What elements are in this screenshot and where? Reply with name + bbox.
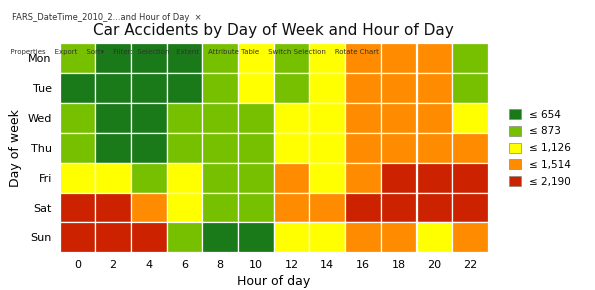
Bar <box>274 44 309 73</box>
Bar <box>416 222 452 252</box>
Bar <box>309 163 345 193</box>
Bar <box>274 193 309 222</box>
Bar <box>452 133 488 163</box>
Bar <box>345 222 381 252</box>
Bar <box>60 222 95 252</box>
Bar <box>131 163 167 193</box>
Bar <box>309 133 345 163</box>
Bar <box>345 193 381 222</box>
Bar <box>202 193 238 222</box>
Bar <box>95 193 131 222</box>
Bar <box>131 44 167 73</box>
Bar <box>60 73 95 103</box>
Text: Properties    Export    Sort▾    Filter:  Selection   Extent    Attribute Table : Properties Export Sort▾ Filter: Selectio… <box>6 49 379 55</box>
Bar <box>60 133 95 163</box>
Bar <box>309 222 345 252</box>
Bar <box>345 163 381 193</box>
Bar <box>238 193 274 222</box>
Bar <box>167 73 202 103</box>
Bar <box>238 73 274 103</box>
Bar <box>238 103 274 133</box>
Bar <box>345 73 381 103</box>
Bar <box>274 222 309 252</box>
Bar <box>167 193 202 222</box>
Bar <box>381 44 416 73</box>
Bar <box>274 133 309 163</box>
Bar <box>95 163 131 193</box>
Bar <box>95 133 131 163</box>
Bar <box>95 103 131 133</box>
Bar <box>202 222 238 252</box>
Bar <box>202 44 238 73</box>
Bar <box>131 73 167 103</box>
Bar <box>95 73 131 103</box>
Bar <box>381 193 416 222</box>
Text: FARS_DateTime_2010_2...and Hour of Day  ×: FARS_DateTime_2010_2...and Hour of Day × <box>12 13 202 22</box>
Bar <box>452 73 488 103</box>
Bar <box>274 163 309 193</box>
Bar <box>167 103 202 133</box>
Bar <box>345 133 381 163</box>
Bar <box>60 193 95 222</box>
Bar <box>416 103 452 133</box>
Bar <box>416 163 452 193</box>
Bar <box>167 44 202 73</box>
Bar <box>345 103 381 133</box>
Bar <box>381 103 416 133</box>
Bar <box>95 222 131 252</box>
Bar <box>131 103 167 133</box>
Bar <box>452 193 488 222</box>
Bar <box>202 133 238 163</box>
Bar <box>131 222 167 252</box>
Title: Car Accidents by Day of Week and Hour of Day: Car Accidents by Day of Week and Hour of… <box>93 23 454 38</box>
Bar <box>60 103 95 133</box>
X-axis label: Hour of day: Hour of day <box>237 276 311 289</box>
Bar <box>416 73 452 103</box>
Bar <box>309 73 345 103</box>
Bar <box>60 44 95 73</box>
Bar <box>202 163 238 193</box>
Bar <box>95 44 131 73</box>
Bar <box>202 73 238 103</box>
Bar <box>452 163 488 193</box>
Y-axis label: Day of week: Day of week <box>9 109 22 187</box>
Bar <box>238 163 274 193</box>
Bar <box>131 133 167 163</box>
Bar <box>452 44 488 73</box>
Legend: ≤ 654, ≤ 873, ≤ 1,126, ≤ 1,514, ≤ 2,190: ≤ 654, ≤ 873, ≤ 1,126, ≤ 1,514, ≤ 2,190 <box>506 106 574 190</box>
Bar <box>274 103 309 133</box>
Bar <box>202 103 238 133</box>
Bar <box>416 44 452 73</box>
Bar <box>381 73 416 103</box>
Bar <box>381 133 416 163</box>
Bar <box>452 103 488 133</box>
Bar <box>452 222 488 252</box>
Bar <box>238 222 274 252</box>
Bar <box>167 222 202 252</box>
Bar <box>416 193 452 222</box>
Bar <box>309 44 345 73</box>
Bar <box>238 44 274 73</box>
Bar <box>345 44 381 73</box>
Bar <box>131 193 167 222</box>
Bar <box>167 133 202 163</box>
Bar <box>309 103 345 133</box>
Bar <box>274 73 309 103</box>
Bar <box>416 133 452 163</box>
Bar <box>381 222 416 252</box>
Bar <box>309 193 345 222</box>
Bar <box>238 133 274 163</box>
Bar <box>60 163 95 193</box>
Bar <box>167 163 202 193</box>
Bar <box>381 163 416 193</box>
